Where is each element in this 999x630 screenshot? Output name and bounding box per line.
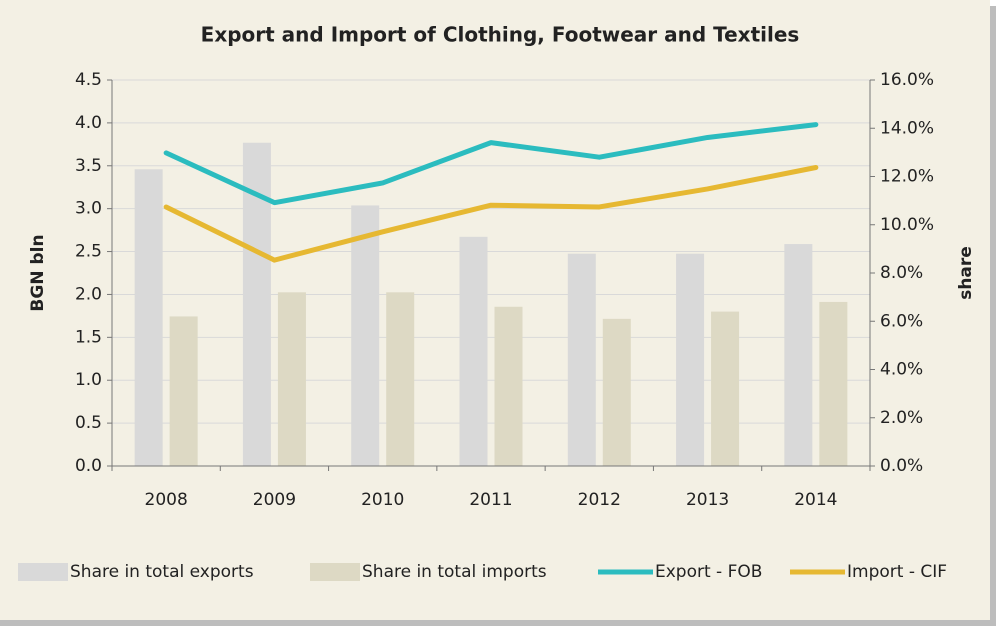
bar xyxy=(169,316,198,466)
shadow xyxy=(990,6,996,626)
bar xyxy=(494,306,523,466)
y2-tick-label: 14.0% xyxy=(880,118,934,138)
bar xyxy=(784,244,813,466)
y-tick-label: 2.0 xyxy=(75,284,102,304)
y2-tick-label: 0.0% xyxy=(880,456,923,476)
bar xyxy=(459,236,488,466)
bar xyxy=(277,292,306,466)
bar xyxy=(676,253,705,466)
y-tick-label: 4.5 xyxy=(75,70,102,90)
legend-label: Export - FOB xyxy=(655,562,762,582)
legend-swatch xyxy=(310,563,360,581)
y-tick-label: 1.5 xyxy=(75,327,102,347)
x-tick-label: 2013 xyxy=(686,490,729,510)
y2-tick-label: 10.0% xyxy=(880,215,934,235)
x-tick-label: 2009 xyxy=(253,490,296,510)
y-tick-label: 3.0 xyxy=(75,199,102,219)
chart-title: Export and Import of Clothing, Footwear … xyxy=(201,23,800,47)
bar xyxy=(567,253,596,466)
bar xyxy=(386,292,415,466)
y-tick-label: 1.0 xyxy=(75,370,102,390)
y-tick-label: 4.0 xyxy=(75,113,102,133)
y-tick-label: 0.5 xyxy=(75,413,102,433)
y2-tick-label: 2.0% xyxy=(880,408,923,428)
legend-label: Share in total imports xyxy=(362,562,547,582)
y-tick-label: 0.0 xyxy=(75,456,102,476)
x-tick-label: 2010 xyxy=(361,490,404,510)
y2-tick-label: 16.0% xyxy=(880,70,934,90)
shadow xyxy=(0,620,990,626)
x-tick-label: 2014 xyxy=(794,490,837,510)
bar xyxy=(711,311,740,466)
y-tick-label: 2.5 xyxy=(75,242,102,262)
bar xyxy=(819,301,848,466)
y2-tick-label: 12.0% xyxy=(880,167,934,187)
legend-label: Import - CIF xyxy=(847,562,947,582)
line xyxy=(163,164,819,263)
bar xyxy=(134,169,163,466)
line xyxy=(163,122,819,206)
y-axis-label: BGN bln xyxy=(28,234,48,311)
y-tick-label: 3.5 xyxy=(75,156,102,176)
legend-label: Share in total exports xyxy=(70,562,254,582)
y2-tick-label: 6.0% xyxy=(880,311,923,331)
y2-tick-label: 4.0% xyxy=(880,360,923,380)
y2-axis-label: share xyxy=(956,246,976,300)
y2-tick-label: 8.0% xyxy=(880,263,923,283)
x-tick-label: 2011 xyxy=(469,490,512,510)
x-tick-label: 2012 xyxy=(578,490,621,510)
bar xyxy=(602,318,631,466)
bar xyxy=(351,205,380,466)
x-tick-label: 2008 xyxy=(145,490,188,510)
legend-swatch xyxy=(18,563,68,581)
